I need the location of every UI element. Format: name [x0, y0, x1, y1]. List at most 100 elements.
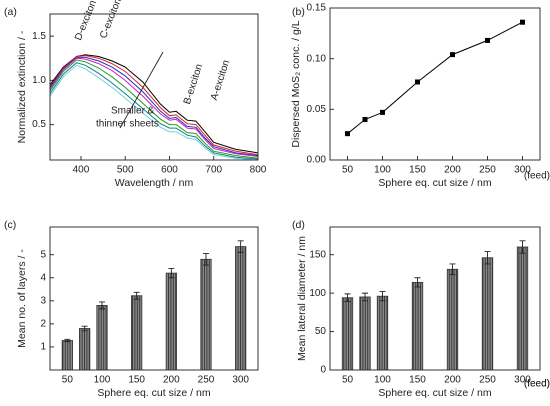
series-line [49, 62, 259, 160]
y-tick-label: 0.05 [307, 104, 327, 115]
x-tick-label: 250 [479, 165, 496, 176]
plot-frame [49, 226, 259, 371]
x-tick-label: 100 [374, 375, 391, 386]
x-tick-label: 50 [342, 375, 354, 386]
plot-frame [329, 226, 541, 371]
panel-label: (b) [292, 6, 305, 18]
x-axis-label: Wavelength / nm [115, 177, 194, 189]
y-axis-label: Dispersed MoS₂ conc. / g/L [290, 20, 302, 147]
x-tick-label: 400 [73, 165, 90, 176]
error-bar [133, 291, 140, 300]
error-bar [237, 240, 244, 253]
bar [61, 340, 73, 371]
x-tick-label: 50 [342, 165, 354, 176]
error-bar [99, 301, 105, 310]
x-tick-label: 300 [514, 375, 531, 386]
marker [345, 131, 350, 137]
panel-label: (a) [4, 6, 17, 18]
x-tick-label: 100 [94, 375, 111, 386]
annotation: D-exciton [73, 0, 99, 42]
x-tick-label: 700 [205, 165, 222, 176]
x-tick-label: 200 [444, 375, 461, 386]
annotation: A-exciton [209, 59, 232, 102]
bar [200, 258, 212, 371]
x-tick-label: 100 [374, 165, 391, 176]
bar [359, 296, 371, 371]
series-line [49, 55, 259, 156]
plot-frame [49, 13, 259, 161]
error-bar [484, 251, 491, 265]
error-bar [81, 325, 88, 332]
x-tick-label: 600 [161, 165, 178, 176]
annotation: (feed) [524, 171, 550, 182]
bar [446, 268, 459, 371]
y-tick-label: 0.10 [307, 53, 327, 64]
marker [362, 116, 368, 122]
x-tick-label: 300 [514, 165, 531, 176]
error-bar [379, 291, 386, 302]
marker [415, 79, 420, 85]
bar [481, 257, 494, 371]
bar [235, 246, 247, 371]
bar [96, 305, 108, 371]
marker [450, 52, 455, 58]
x-tick-label: 250 [479, 375, 496, 386]
bar [411, 281, 424, 371]
x-axis-label: Sphere eq. cut size / nm [97, 387, 210, 399]
y-tick-label: 5 [40, 249, 46, 260]
x-tick-label: 50 [62, 375, 74, 386]
error-bar [168, 268, 175, 279]
y-axis-label: Mean no. of layers / - [16, 249, 28, 348]
series-line [49, 54, 259, 154]
annotation: B-exciton [182, 63, 205, 106]
x-tick-label: 150 [409, 165, 426, 176]
annotation-arrow [119, 51, 164, 129]
bar [131, 295, 143, 371]
y-axis-label: Normalized extinction / - [16, 30, 28, 143]
error-bar [344, 293, 351, 303]
bar [376, 295, 389, 371]
y-tick-label: 100 [309, 288, 326, 299]
marker [485, 37, 490, 43]
y-tick-label: 1.0 [32, 75, 46, 86]
x-tick-label: 500 [117, 165, 134, 176]
plot-frame [329, 7, 541, 161]
y-axis-label: Mean lateral diameter / nm [296, 236, 308, 361]
bar [79, 328, 91, 371]
x-tick-label: 300 [232, 375, 249, 386]
x-axis-label: Sphere eq. cut size / nm [378, 177, 491, 189]
y-tick-label: 1.5 [32, 31, 46, 42]
x-tick-label: 800 [250, 165, 267, 176]
bar [341, 297, 354, 371]
annotation: C-exciton [98, 0, 124, 40]
y-tick-label: 4 [40, 272, 46, 283]
error-bar [414, 277, 421, 288]
error-bar [362, 292, 368, 302]
x-axis-label: Sphere eq. cut size / nm [378, 387, 491, 399]
series-line [49, 57, 259, 157]
y-tick-label: 2 [40, 319, 46, 330]
annotation: (feed) [524, 379, 550, 390]
y-tick-label: 3 [40, 295, 46, 306]
panel-label: (d) [292, 219, 305, 231]
y-tick-label: 0.00 [307, 155, 327, 166]
annotation: thinner sheets [96, 119, 159, 130]
x-tick-label: 150 [128, 375, 145, 386]
y-tick-label: 150 [309, 249, 326, 260]
bar [165, 272, 177, 371]
panel-label: (c) [4, 219, 16, 231]
marker [380, 109, 385, 115]
x-tick-label: 200 [444, 165, 461, 176]
error-bar [203, 253, 209, 266]
y-tick-label: 50 [315, 326, 327, 337]
x-tick-label: 250 [198, 375, 215, 386]
annotation: (feed) [524, 379, 550, 390]
y-tick-label: 0.15 [307, 3, 327, 14]
error-bar [449, 263, 456, 276]
x-tick-label: 200 [163, 375, 180, 386]
series-line [49, 59, 259, 159]
y-tick-label: 0.5 [32, 119, 46, 130]
error-bar [519, 240, 526, 254]
marker [520, 19, 525, 25]
